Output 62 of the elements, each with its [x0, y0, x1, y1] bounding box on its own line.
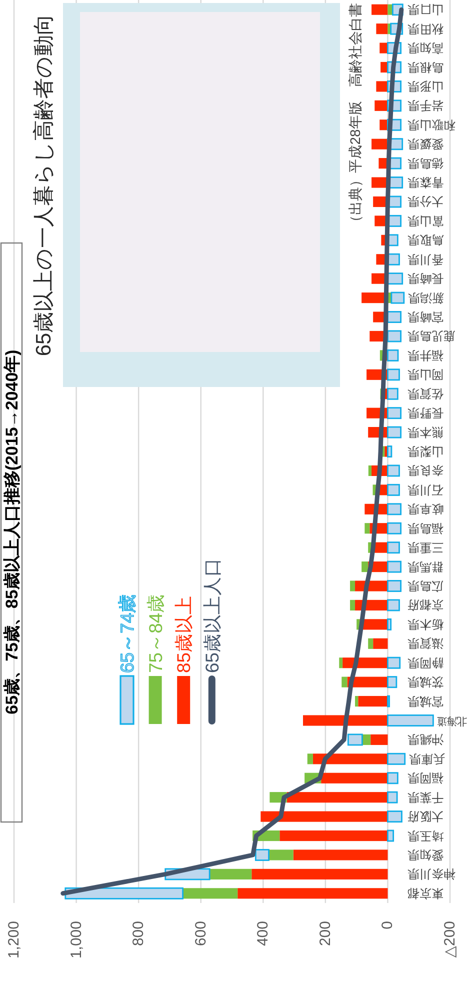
category-label: 三重県: [408, 540, 444, 555]
category-label: 広島県: [408, 579, 444, 593]
category-label: 埼玉県: [408, 828, 444, 843]
legend-label: 65～74歳: [116, 594, 138, 673]
tick-label: △200: [442, 921, 458, 958]
category-label: 長野県: [408, 406, 444, 420]
category-label: 青森県: [408, 176, 444, 190]
category-label: 静岡県: [408, 656, 444, 670]
category-label: 茨城県: [408, 675, 444, 690]
category-label: 群馬県: [408, 560, 444, 574]
category-label: 沖縄県: [408, 732, 444, 747]
category-label: 福島県: [408, 521, 444, 536]
category-label: 宮崎県: [408, 310, 444, 324]
tick-label: 200: [316, 921, 334, 946]
category-label: 岩手県: [408, 98, 444, 113]
legend-label: 75～84歳: [144, 594, 166, 673]
tick-label: 1,000: [68, 921, 85, 959]
title: 65歳、75歳、85歳以上人口推移(2015→2040年): [2, 350, 22, 714]
category-label: 北海道: [437, 714, 468, 726]
category-label: 京都府: [408, 598, 444, 612]
annotation: （出典）平成28年版 高齢社会白書: [347, 3, 363, 229]
category-label: 高知県: [408, 41, 444, 56]
annotation: 65歳以上の一人暮らし高齢者の動向: [32, 14, 56, 356]
category-label: 島根県: [408, 60, 444, 74]
legend-label: 65歳以上人口: [201, 557, 222, 673]
tick-label: 400: [254, 921, 272, 946]
category-label: 香川県: [408, 252, 444, 266]
category-label: 富山県: [408, 214, 444, 228]
category-label: 兵庫県: [408, 752, 445, 766]
category-label: 福井県: [408, 348, 444, 362]
category-label: 石川県: [408, 482, 444, 497]
tick-label: 600: [192, 921, 210, 946]
category-label: 大分県: [408, 194, 444, 209]
category-label: 鳥取県: [408, 233, 444, 248]
category-label: 岡山県: [408, 368, 444, 382]
category-label: 和歌山県: [408, 118, 456, 132]
category-label: 栃木県: [408, 617, 444, 632]
tick-label: 800: [130, 921, 148, 946]
category-label: 滋賀県: [408, 636, 444, 651]
category-label: 愛媛県: [408, 137, 444, 152]
legend-label: 85歳以上: [173, 595, 194, 673]
category-label: 山梨県: [408, 444, 444, 458]
tick-label: 0: [379, 921, 396, 930]
category-label: 長崎県: [408, 272, 444, 286]
category-label: 東京都: [408, 886, 444, 900]
category-label: 宮城県: [408, 694, 444, 708]
category-label: 千葉県: [408, 790, 444, 804]
category-label: 熊本県: [408, 425, 444, 440]
category-label: 奈良県: [408, 464, 444, 478]
category-label: 山口県: [408, 2, 444, 17]
tick-label: 1,200: [6, 921, 22, 959]
category-label: 岐阜県: [408, 502, 444, 516]
category-label: 秋田県: [408, 22, 444, 36]
category-label: 佐賀県: [408, 386, 444, 401]
category-label: 愛知県: [408, 848, 444, 862]
category-label: 山形県: [408, 79, 444, 94]
category-label: 神奈川県: [408, 867, 456, 882]
category-label: 徳島県: [408, 156, 444, 170]
category-label: 新潟県: [408, 290, 444, 305]
category-label: 鹿児島県: [408, 329, 456, 344]
category-label: 大阪府: [408, 810, 444, 824]
category-label: 福岡県: [408, 771, 444, 786]
